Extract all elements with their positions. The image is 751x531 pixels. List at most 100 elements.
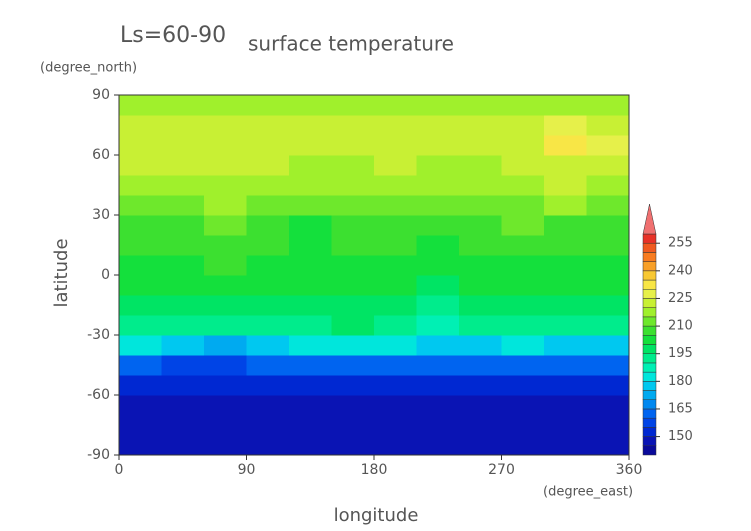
cell (204, 375, 247, 396)
cell (331, 235, 375, 256)
cell (586, 375, 630, 396)
cell (119, 355, 162, 376)
chart-subtitle: Ls=60-90 (120, 23, 226, 48)
cell (416, 215, 460, 236)
cell (544, 215, 587, 236)
cell (501, 355, 545, 376)
cell (501, 315, 545, 336)
cell (204, 215, 247, 236)
cell (331, 335, 375, 356)
cell (246, 335, 290, 356)
colorbar-box (642, 325, 657, 336)
cell (544, 115, 587, 136)
cell (374, 355, 417, 376)
cell (246, 395, 290, 416)
cell (544, 175, 587, 196)
cell (416, 115, 460, 136)
cell (501, 295, 545, 316)
cell (544, 195, 587, 216)
cell (586, 295, 630, 316)
cell (374, 435, 417, 456)
cell (459, 95, 502, 116)
cell (374, 155, 417, 176)
cell (331, 395, 375, 416)
colorbar-label: 225 (668, 291, 693, 306)
cell (544, 435, 587, 456)
cell (544, 135, 587, 156)
cell (289, 395, 332, 416)
colorbar-box (642, 316, 657, 327)
cell (161, 275, 205, 296)
colorbar-box (642, 436, 657, 447)
cell (204, 95, 247, 116)
cell (119, 95, 162, 116)
cell (374, 335, 417, 356)
cell (161, 395, 205, 416)
cell (459, 435, 502, 456)
cell (416, 415, 460, 436)
cell (331, 275, 375, 296)
cell (204, 195, 247, 216)
cell (119, 175, 162, 196)
cell (459, 155, 502, 176)
cell (246, 175, 290, 196)
cell (459, 395, 502, 416)
cell (586, 235, 630, 256)
colorbar-label: 150 (668, 429, 693, 444)
colorbar-box (642, 362, 657, 373)
cell (374, 375, 417, 396)
cell (119, 415, 162, 436)
cell (416, 135, 460, 156)
cell (459, 315, 502, 336)
cell (161, 315, 205, 336)
colorbar-box (642, 289, 657, 299)
cell (161, 255, 205, 276)
cell (119, 335, 162, 356)
cell (119, 135, 162, 156)
cell (459, 295, 502, 316)
cell (544, 275, 587, 296)
cell (119, 295, 162, 316)
y-axis-label: latitude (51, 238, 72, 307)
colorbar-box (642, 307, 657, 318)
cell (331, 375, 375, 396)
cell (586, 95, 630, 116)
cell (374, 135, 417, 156)
cell (119, 195, 162, 216)
cell (119, 375, 162, 396)
cell (586, 315, 630, 336)
cell (459, 355, 502, 376)
cell (119, 315, 162, 336)
cell (246, 115, 290, 136)
cell (331, 95, 375, 116)
colorbar-label: 255 (668, 236, 693, 251)
cell (459, 235, 502, 256)
y-tick-label: -60 (87, 387, 110, 403)
colorbar-box (642, 408, 657, 419)
cell (246, 155, 290, 176)
colorbar-label: 195 (668, 346, 693, 361)
cell (586, 175, 630, 196)
cell (119, 395, 162, 416)
x-axis-label: longitude (334, 505, 419, 526)
cell (586, 415, 630, 436)
cell (331, 415, 375, 436)
cell (204, 155, 247, 176)
cell (459, 255, 502, 276)
cell (204, 355, 247, 376)
colorbar-box (642, 298, 657, 308)
cell (374, 95, 417, 116)
cell (374, 215, 417, 236)
cell (204, 415, 247, 436)
cell (161, 95, 205, 116)
cell (416, 375, 460, 396)
cell (501, 175, 545, 196)
colorbar-label: 180 (668, 374, 693, 389)
cell (544, 375, 587, 396)
colorbar-box (642, 353, 657, 364)
cell (289, 335, 332, 356)
cell (501, 335, 545, 356)
cell (289, 355, 332, 376)
cell (501, 375, 545, 396)
cell (204, 175, 247, 196)
